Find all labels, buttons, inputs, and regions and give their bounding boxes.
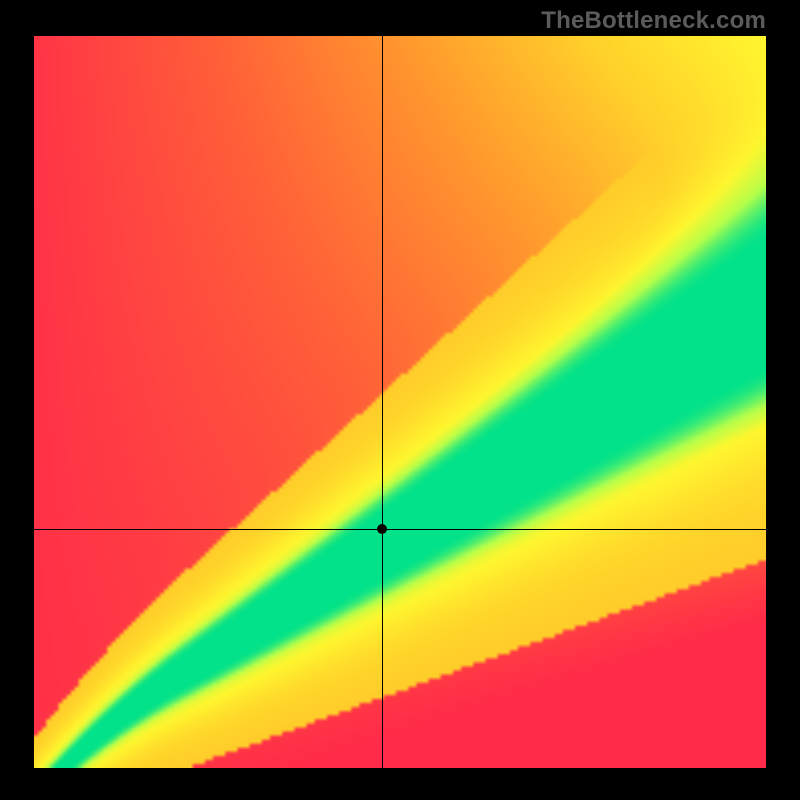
selection-marker	[377, 524, 387, 534]
crosshair-vertical	[382, 36, 383, 768]
crosshair-horizontal	[34, 529, 766, 530]
watermark-text: TheBottleneck.com	[541, 7, 766, 35]
heatmap-canvas	[34, 36, 766, 768]
bottleneck-heatmap	[34, 36, 766, 768]
